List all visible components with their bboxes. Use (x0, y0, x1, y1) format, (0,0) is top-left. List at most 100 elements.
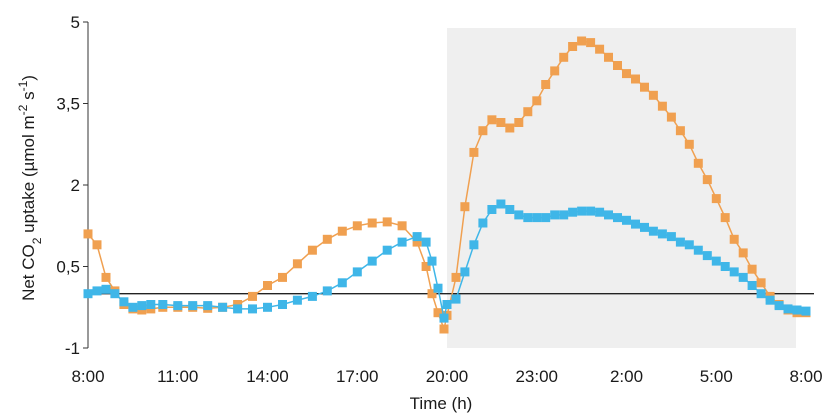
data-point (514, 210, 524, 220)
data-point (648, 90, 658, 100)
x-tick-label: 11:00 (157, 367, 198, 386)
data-point (595, 44, 605, 54)
data-point (523, 107, 533, 117)
data-point (367, 218, 377, 228)
data-point (666, 112, 676, 122)
data-point (684, 240, 694, 250)
y-tick-label: 5 (71, 13, 80, 32)
data-point (631, 74, 640, 84)
data-point (666, 232, 676, 242)
data-point (640, 222, 649, 232)
data-point (451, 294, 461, 304)
x-axis-ticks: 8:00 11:00 14:00 17:00 20:00 23:00 2:00 5:00 8:0… (71, 367, 822, 386)
data-point (720, 213, 730, 223)
data-point (352, 221, 362, 231)
data-point (747, 281, 757, 290)
data-point (702, 251, 712, 261)
data-point (451, 272, 461, 282)
data-point (433, 283, 443, 293)
data-point (337, 226, 347, 236)
data-point (218, 302, 228, 312)
data-point (577, 206, 587, 216)
data-point (595, 207, 605, 217)
data-point (747, 264, 757, 274)
x-tick-label: 20:00 (426, 367, 469, 386)
data-point (559, 210, 569, 220)
y-axis-title: Net CO2 uptake (µmol m-2 s-1) (16, 75, 44, 301)
y-tick-label: 3,5 (56, 95, 80, 114)
data-point (756, 289, 766, 299)
data-point (203, 301, 213, 311)
data-point (433, 308, 443, 318)
data-point (487, 115, 497, 125)
y-tick-label: 2 (71, 176, 80, 195)
data-point (478, 218, 488, 228)
data-point (604, 52, 613, 62)
data-point (439, 313, 449, 323)
data-point (514, 118, 524, 127)
data-point (541, 80, 551, 89)
data-point (577, 36, 587, 46)
data-point (439, 324, 449, 334)
data-point (541, 213, 551, 223)
data-point (397, 221, 407, 231)
data-point (427, 289, 437, 299)
data-point (382, 245, 392, 255)
data-point (684, 139, 694, 149)
data-point (613, 61, 622, 70)
data-point (412, 232, 422, 242)
data-point (702, 175, 712, 185)
data-point (729, 267, 739, 277)
data-point (263, 302, 272, 312)
data-point (337, 278, 347, 288)
data-point (657, 229, 667, 239)
data-point (478, 126, 488, 136)
data-point (92, 286, 102, 296)
data-point (532, 96, 542, 106)
data-point (248, 291, 257, 301)
x-tick-label: 8:00 (71, 367, 104, 386)
data-point (648, 226, 658, 236)
y-tick-label: -1 (65, 339, 80, 358)
data-point (469, 147, 479, 157)
data-point (128, 302, 138, 312)
y-axis-ticks: -1 0,5 2 3,5 5 (56, 13, 88, 358)
data-point (496, 199, 506, 209)
y-tick-label: 0,5 (56, 258, 80, 277)
data-point (292, 295, 302, 305)
data-point (550, 66, 560, 76)
data-point (307, 291, 317, 301)
data-point (421, 262, 431, 271)
data-point (469, 240, 479, 250)
data-point (729, 234, 739, 244)
x-tick-label: 5:00 (700, 367, 733, 386)
data-point (496, 118, 506, 127)
data-point (765, 295, 775, 305)
data-point (367, 256, 377, 266)
data-point (460, 267, 470, 277)
data-point (792, 305, 802, 315)
data-point (738, 248, 748, 258)
data-point (442, 300, 452, 309)
data-point (322, 234, 332, 244)
data-point (137, 301, 147, 311)
data-point (382, 217, 392, 227)
data-point (188, 301, 198, 311)
data-point (92, 240, 102, 250)
data-point (774, 301, 784, 311)
data-point (801, 306, 811, 316)
data-point (783, 304, 793, 314)
data-point (248, 304, 257, 314)
x-tick-label: 14:00 (246, 367, 289, 386)
data-point (119, 297, 129, 307)
data-point (146, 300, 156, 309)
night-shading (447, 28, 796, 348)
series-1 (83, 199, 811, 323)
data-point (711, 194, 721, 204)
data-point (532, 213, 542, 223)
x-tick-label: 17:00 (336, 367, 379, 386)
data-point (505, 205, 515, 214)
data-point (421, 237, 431, 247)
data-point (427, 256, 437, 266)
